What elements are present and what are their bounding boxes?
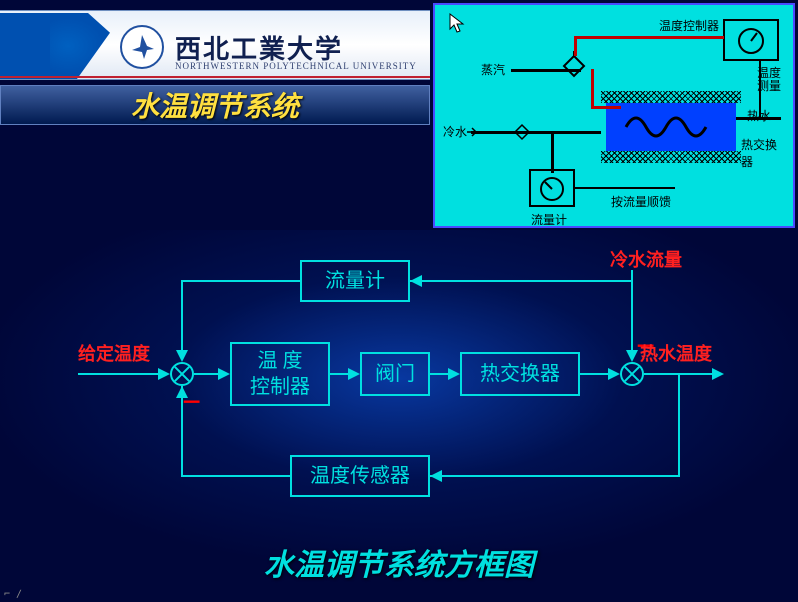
inset-feedback-label: 按流量顺馈 (611, 193, 671, 210)
header-swoosh (0, 13, 110, 79)
block-temp-sensor: 温度传感器 (290, 455, 430, 497)
footer-mark: ⌐ ∕ (4, 589, 22, 600)
inset-flowmeter-label: 流量计 (531, 211, 567, 228)
inset-schematic: 温度控制器 温度 测量 热交换器 热水 蒸汽 冷水 (433, 3, 795, 228)
arrow-right-icon (465, 125, 479, 139)
university-name-en: NORTHWESTERN POLYTECHNICAL UNIVERSITY (175, 61, 417, 71)
inset-temp-controller-box (723, 19, 779, 61)
slide-title-bar: 水温调节系统 (0, 85, 430, 125)
signal-cold-flow-label: 冷水流量 (610, 246, 682, 272)
diagram-caption: 水温调节系统方框图 (0, 540, 798, 584)
inset-hot-pipe (736, 117, 781, 120)
inset-hatch-top (601, 91, 741, 103)
block-flow-meter: 流量计 (300, 260, 410, 302)
inset-flowmeter-box (529, 169, 575, 207)
university-logo (120, 25, 164, 69)
inset-steam-down (591, 69, 594, 109)
signal-hot-temp-label: 热水温度 (640, 340, 712, 366)
inset-inline-valve-icon (513, 123, 531, 141)
plane-icon (127, 32, 157, 62)
inset-heat-exchanger-label: 热交换器 (741, 136, 787, 170)
summer-left (170, 362, 194, 386)
block-diagram-area: 给定温度 − 温 度 控制器 阀门 热交换器 − 热水温度 冷水流量 流量计 温… (0, 230, 798, 560)
signal-setpoint-label: 给定温度 (78, 340, 150, 366)
block-heat-exchanger: 热交换器 (460, 352, 580, 396)
meter-icon (531, 171, 573, 205)
block-temp-controller: 温 度 控制器 (230, 342, 330, 406)
header-red-line (0, 76, 430, 78)
inset-temp-controller-label: 温度控制器 (659, 17, 719, 34)
inset-cold-pipe (471, 131, 601, 134)
gauge-icon (725, 21, 777, 59)
block-valve: 阀门 (360, 352, 430, 396)
inset-tank (606, 103, 736, 151)
arrow-in (78, 373, 158, 375)
inset-cold-water-label: 冷水 (443, 123, 467, 140)
slide-title: 水温调节系统 (131, 85, 299, 125)
inset-steam-label: 蒸汽 (481, 61, 505, 78)
inset-hatch-bot (601, 151, 741, 163)
coil-icon (606, 103, 736, 151)
header-band: 西北工業大学 NORTHWESTERN POLYTECHNICAL UNIVER… (0, 10, 430, 80)
